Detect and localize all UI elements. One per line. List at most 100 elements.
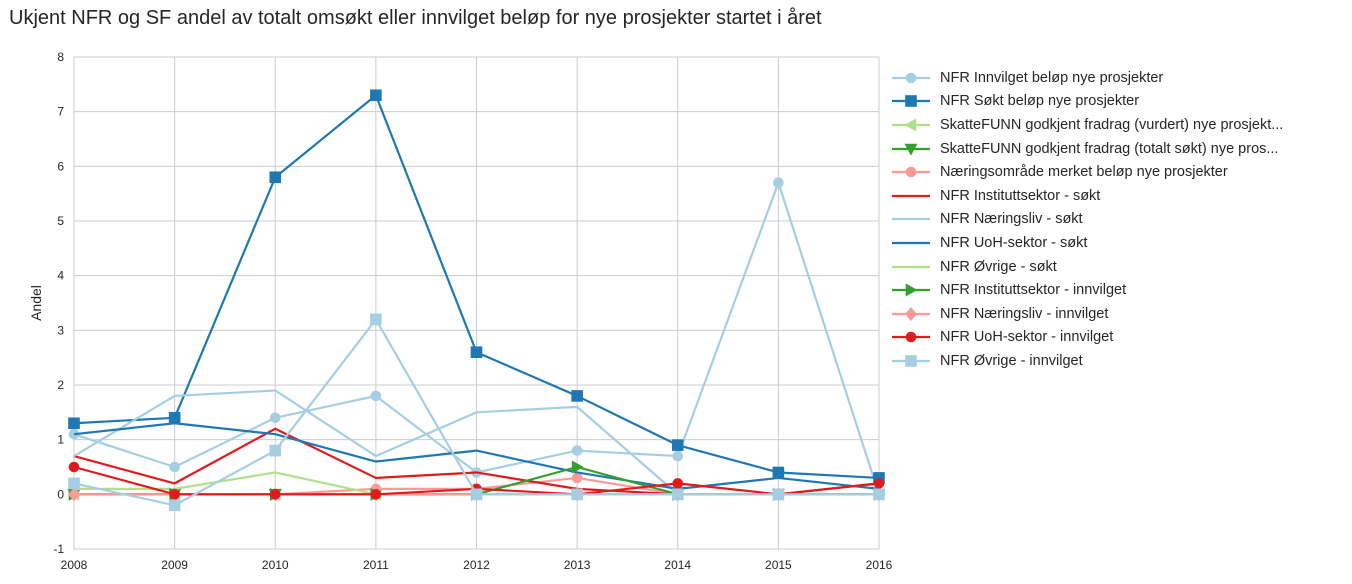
- legend-label: NFR Øvrige - innvilget: [940, 352, 1083, 369]
- legend-swatch: [892, 118, 930, 132]
- chart-title: Ukjent NFR og SF andel av totalt omsøkt …: [9, 7, 822, 29]
- x-tick-label: 2016: [866, 558, 893, 572]
- data-point: [370, 89, 382, 102]
- legend-swatch: [892, 355, 930, 367]
- legend-label: NFR Instituttsektor - innvilget: [940, 282, 1127, 299]
- data-point: [68, 461, 80, 473]
- data-point: [571, 460, 584, 474]
- y-tick-label: 3: [57, 323, 64, 337]
- data-point: [672, 450, 684, 462]
- data-point: [269, 171, 282, 184]
- x-tick-label: 2008: [61, 558, 88, 572]
- y-tick-label: 8: [57, 50, 64, 64]
- data-point: [370, 390, 382, 402]
- legend-swatch-marker: [905, 332, 917, 343]
- legend-swatch: [892, 218, 930, 221]
- data-point: [370, 489, 382, 500]
- legend-swatch-marker: [904, 143, 918, 156]
- data-point: [571, 472, 583, 484]
- data-point: [470, 346, 483, 359]
- legend-swatch: [892, 332, 930, 343]
- legend-swatch: [892, 306, 930, 321]
- y-tick-label: -1: [53, 542, 64, 556]
- legend-swatch-marker: [905, 95, 917, 108]
- legend-swatch: [892, 72, 930, 84]
- data-point: [773, 177, 784, 189]
- legend-label: NFR Søkt beløp nye prosjekter: [940, 93, 1140, 110]
- x-tick-label: 2009: [161, 558, 188, 572]
- data-point: [68, 487, 80, 502]
- legend-item: NFR Instituttsektor - innvilget: [892, 278, 1283, 302]
- y-tick-label: 0: [57, 487, 64, 501]
- data-point: [571, 488, 583, 501]
- legend-swatch: [892, 143, 930, 156]
- x-tick-label: 2012: [463, 558, 490, 572]
- x-tick-label: 2011: [363, 558, 389, 572]
- series-line: [73, 422, 880, 490]
- legend-label: NFR UoH-sektor - innvilget: [940, 329, 1114, 346]
- legend-label: NFR Næringsliv - innvilget: [940, 305, 1109, 322]
- legend-label: SkatteFUNN godkjent fradrag (vurdert) ny…: [940, 116, 1284, 133]
- axis-ticks: 2008 2009 2010 2011 2012 2013 2014 2015 2016 -1 0 1…: [53, 50, 892, 572]
- legend-item: NFR Næringsliv - innvilget: [892, 302, 1283, 326]
- data-point: [269, 412, 281, 424]
- legend-label: NFR Innvilget beløp nye prosjekter: [940, 69, 1164, 86]
- x-tick-label: 2015: [765, 558, 792, 572]
- legend-item: SkatteFUNN godkjent fradrag (totalt søkt…: [892, 137, 1283, 161]
- legend-swatch-marker: [905, 166, 917, 178]
- series-lines: [67, 89, 886, 512]
- legend-item: Næringsområde merket beløp nye prosjekte…: [892, 160, 1283, 184]
- data-point: [370, 313, 382, 326]
- legend-item: SkatteFUNN godkjent fradrag (vurdert) ny…: [892, 113, 1283, 137]
- legend: NFR Innvilget beløp nye prosjekter NFR Sø…: [892, 66, 1283, 373]
- legend-item: NFR Instituttsektor - søkt: [892, 184, 1283, 208]
- data-point: [269, 489, 281, 500]
- legend-label: NFR Øvrige - søkt: [940, 258, 1057, 275]
- legend-label: NFR Næringsliv - søkt: [940, 211, 1083, 228]
- x-tick-label: 2013: [564, 558, 591, 572]
- legend-label: NFR UoH-sektor - søkt: [940, 234, 1088, 251]
- series-12: [68, 313, 885, 512]
- data-point: [169, 489, 180, 500]
- legend-item: NFR UoH-sektor - søkt: [892, 231, 1283, 255]
- data-point: [68, 477, 80, 490]
- data-point: [470, 488, 483, 501]
- legend-swatch-marker: [905, 355, 917, 367]
- x-tick-label: 2010: [262, 558, 289, 572]
- legend-item: NFR Søkt beløp nye prosjekter: [892, 90, 1283, 114]
- legend-swatch-marker: [905, 283, 918, 297]
- legend-label: Næringsområde merket beløp nye prosjekte…: [940, 164, 1228, 181]
- legend-swatch-marker: [905, 72, 917, 84]
- y-tick-label: 1: [57, 433, 64, 447]
- data-point: [269, 444, 282, 457]
- y-tick-label: 5: [57, 214, 64, 228]
- legend-label: NFR Instituttsektor - søkt: [940, 187, 1101, 204]
- series-1: [68, 89, 885, 484]
- legend-swatch: [892, 95, 930, 108]
- legend-item: NFR Øvrige - innvilget: [892, 349, 1283, 373]
- data-point: [169, 461, 180, 473]
- y-tick-label: 2: [57, 378, 64, 392]
- x-tick-label: 2014: [664, 558, 691, 572]
- y-tick-label: 4: [57, 269, 64, 283]
- data-point: [571, 445, 583, 456]
- data-point: [168, 411, 181, 424]
- data-point: [672, 478, 684, 489]
- data-point: [168, 499, 181, 512]
- legend-item: NFR Øvrige - søkt: [892, 255, 1283, 279]
- data-point: [873, 488, 885, 501]
- legend-swatch: [892, 241, 930, 245]
- data-point: [68, 417, 80, 430]
- legend-label: SkatteFUNN godkjent fradrag (totalt søkt…: [940, 140, 1279, 157]
- y-axis-label: Andel: [28, 285, 44, 321]
- data-point: [873, 478, 885, 489]
- legend-swatch-marker: [904, 118, 917, 132]
- legend-item: NFR Innvilget beløp nye prosjekter: [892, 66, 1283, 90]
- data-point: [671, 488, 684, 501]
- data-point: [772, 466, 785, 479]
- plot-frame: [73, 56, 880, 550]
- legend-swatch: [892, 283, 930, 297]
- legend-swatch: [892, 194, 930, 197]
- data-point: [772, 488, 785, 501]
